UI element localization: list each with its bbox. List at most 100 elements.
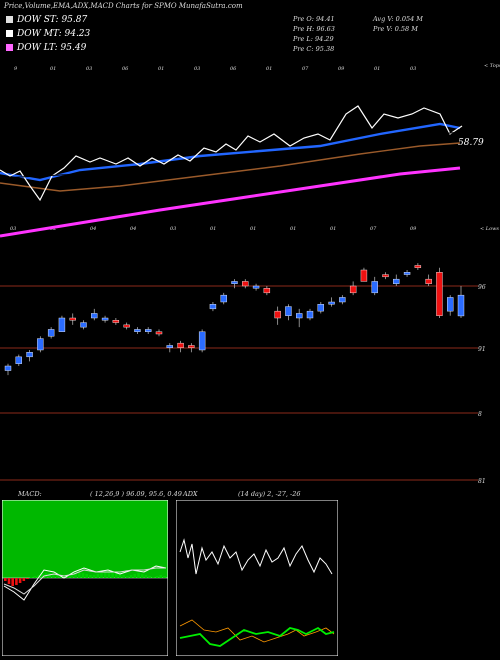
macd-histogram-bar [63, 576, 66, 578]
macd-histogram-bar [48, 573, 51, 578]
legend-swatch [6, 30, 13, 37]
candle-body [198, 331, 206, 351]
macd-histogram-bar [163, 576, 166, 578]
candle-body [317, 304, 324, 312]
macd-histogram-bar [122, 575, 125, 578]
macd-histogram-bar [52, 574, 55, 578]
candle-body [371, 281, 378, 294]
ema-top-tick: 06 [122, 66, 129, 72]
ema-top-tick: 01 [266, 66, 272, 72]
candle-body [91, 313, 98, 319]
candle-body [155, 331, 163, 335]
ema-value-label: 58.79 [458, 138, 484, 148]
macd-signal-line [3, 567, 166, 595]
candle-body [231, 281, 238, 284]
macd-line [3, 565, 167, 601]
macd-histogram-bar [118, 574, 122, 578]
ema-lt-line [0, 166, 461, 238]
ema-bottom-tick: 01 [290, 226, 296, 232]
candle-body [328, 301, 335, 305]
ema-top-tick: 01 [50, 66, 56, 72]
macd-histogram-bar [89, 575, 92, 578]
legend-label: DOW MT: 94.23 [17, 29, 91, 39]
candle-body [393, 278, 400, 284]
ema-mt-line [0, 142, 461, 192]
ema-top-tick: 06 [230, 66, 237, 72]
ema-panel: < Tops 9 01 03 06 01 03 06 01 07 09 01 03 03 02 04 04 03 0… [0, 63, 500, 238]
candle-body [58, 317, 66, 332]
legend-item: DOW ST: 95.87 [6, 15, 87, 25]
candle-body [188, 345, 195, 348]
macd-histogram-bar [81, 573, 85, 578]
ema-top-tick: 03 [86, 66, 92, 72]
macd-histogram-bar [126, 576, 129, 578]
candle-body [349, 285, 357, 294]
stat-pre-low: Pre L: 94.29 [293, 35, 334, 43]
ema-top-tick: 03 [410, 66, 416, 72]
ema-top-tick: 03 [194, 66, 200, 72]
candle-body [436, 272, 443, 316]
candle-body [177, 342, 184, 348]
candle-body [4, 365, 12, 371]
ema-top-tick: 01 [374, 66, 380, 72]
macd-histogram-bar [37, 575, 40, 578]
candle-body [414, 265, 422, 268]
macd-panel [2, 500, 168, 656]
macd-histogram-bar [103, 572, 107, 578]
macd-histogram-bar [29, 577, 33, 578]
macd-histogram-bar [22, 578, 26, 581]
level-label: 91 [478, 346, 486, 353]
legend-item: DOW LT: 95.49 [6, 43, 86, 53]
ema-bottom-tick: 03 [170, 226, 176, 232]
macd-histogram-bar [144, 575, 148, 578]
macd-histogram-bar [78, 572, 81, 578]
candle-body [209, 304, 217, 310]
macd-histogram-bar [107, 571, 111, 578]
macd-histogram-bar [33, 576, 37, 578]
ema-bottom-tick: 04 [130, 226, 136, 232]
adx-line [179, 538, 333, 575]
ema-top-tick: 01 [158, 66, 164, 72]
stat-avg-volume: Avg V: 0.054 M [373, 15, 423, 23]
macd-histogram-bar [11, 578, 14, 586]
ema-top-tick: 07 [302, 66, 309, 72]
candle-body [263, 288, 271, 294]
ema-bottom-tick: 01 [330, 226, 336, 232]
macd-histogram-bar [159, 575, 162, 578]
macd-histogram-bar [55, 575, 59, 578]
ema-top-tick: 9 [14, 66, 18, 72]
candle-body [457, 294, 465, 317]
stat-pre-volume: Pre V: 0.58 M [373, 25, 418, 33]
candle-body [425, 278, 432, 284]
macd-histogram-bar [148, 576, 151, 578]
ema-top-tick: 09 [338, 66, 345, 72]
macd-histogram-bar [85, 574, 88, 578]
macd-histogram-bar [129, 575, 133, 578]
candle-body [69, 317, 76, 321]
candle-body [37, 338, 44, 351]
macd-histogram-bar [66, 575, 70, 578]
candle-body [26, 352, 33, 358]
candle-body [306, 310, 314, 319]
adx-params: (14 day) 2, -27, -26 [238, 490, 301, 498]
ema-mid-line [0, 131, 461, 179]
level-label: 8 [478, 411, 482, 418]
ema-bottom-tick: 01 [250, 226, 256, 232]
macd-histogram-bar [96, 574, 100, 578]
ema-bottom-tick: 02 [50, 226, 56, 232]
legend-label: DOW LT: 95.49 [17, 43, 87, 53]
candle-body [296, 313, 303, 319]
macd-histogram-bar [15, 578, 18, 585]
macd-histogram-bar [100, 573, 103, 578]
legend-swatch [6, 44, 13, 51]
ema-bottom-tick: 07 [370, 226, 377, 232]
macd-histogram-bar [59, 576, 63, 578]
candle-body [101, 317, 109, 321]
candle-body [80, 322, 87, 328]
macd-histogram-bar [140, 574, 144, 578]
macd-histogram-bar [137, 573, 140, 578]
price-top-label: < Lows [480, 226, 499, 232]
macd-histogram-bar [111, 572, 114, 578]
macd-lower-background [2, 578, 168, 656]
ema-price-line [0, 105, 463, 202]
